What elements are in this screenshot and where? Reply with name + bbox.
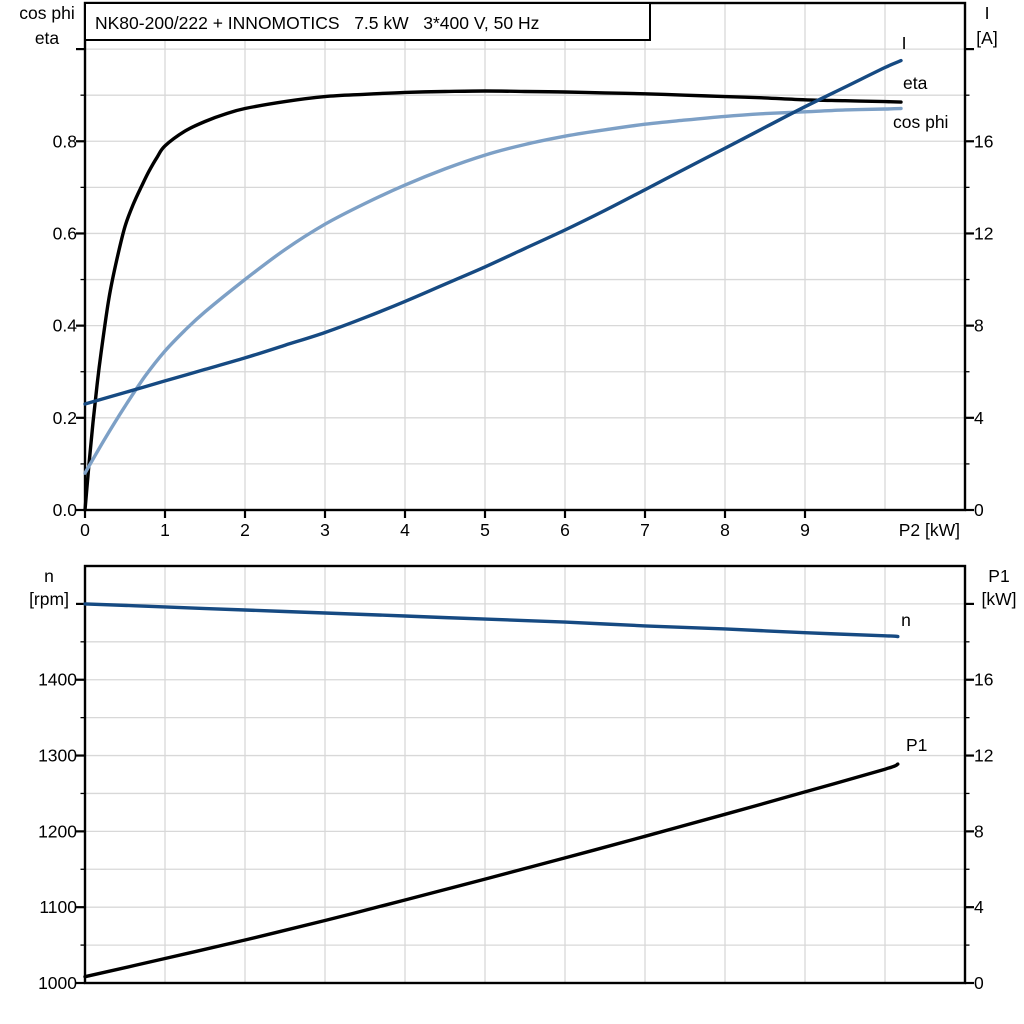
curve-label-I: I xyxy=(902,33,907,53)
cos-phi-curve xyxy=(83,106,903,475)
left-tick-label: 0.8 xyxy=(53,131,77,151)
right-tick-label: 0 xyxy=(974,500,984,520)
left-axis-heading: eta xyxy=(35,28,60,48)
right-axis-heading: [A] xyxy=(976,28,997,48)
left-tick-label: 1100 xyxy=(39,897,77,917)
right-axis-heading: P1 xyxy=(988,566,1009,586)
x-tick-label: 7 xyxy=(640,520,650,540)
left-tick-label: 0.2 xyxy=(53,408,77,428)
I-curve xyxy=(83,58,903,406)
x-axis-label: P2 [kW] xyxy=(899,520,960,540)
right-tick-label: 16 xyxy=(974,131,993,151)
x-tick-label: 5 xyxy=(480,520,490,540)
x-tick-label: 6 xyxy=(560,520,570,540)
right-axis-heading: [kW] xyxy=(982,589,1017,609)
right-tick-label: 8 xyxy=(974,821,984,841)
x-tick-label: 2 xyxy=(240,520,250,540)
left-tick-label: 1000 xyxy=(38,973,77,993)
right-tick-label: 12 xyxy=(974,223,993,243)
curve-label-cos-phi: cos phi xyxy=(893,112,948,132)
curve-label-n: n xyxy=(901,610,911,630)
x-tick-label: 8 xyxy=(720,520,730,540)
chart-title: NK80-200/222 + INNOMOTICS 7.5 kW 3*400 V… xyxy=(95,13,539,33)
plot-frame xyxy=(83,564,967,985)
right-tick-label: 4 xyxy=(974,408,984,428)
left-tick-label: 0.4 xyxy=(53,316,78,336)
x-tick-label: 9 xyxy=(800,520,810,540)
x-tick-label: 3 xyxy=(320,520,330,540)
chart-title-box xyxy=(84,2,651,41)
curve-label-P1: P1 xyxy=(906,735,927,755)
left-axis-heading: cos phi xyxy=(19,3,74,23)
left-tick-label: 1400 xyxy=(38,670,77,690)
right-tick-label: 16 xyxy=(974,670,993,690)
right-axis-heading: I xyxy=(985,3,990,23)
left-axis-heading: n xyxy=(44,566,54,586)
x-tick-label: 0 xyxy=(80,520,90,540)
plot-frame xyxy=(83,1,967,512)
eta-curve xyxy=(83,89,903,512)
right-tick-label: 12 xyxy=(974,746,993,766)
x-tick-label: 4 xyxy=(400,520,410,540)
left-tick-label: 1300 xyxy=(38,746,77,766)
P1-curve xyxy=(83,762,900,979)
n-curve xyxy=(83,602,900,639)
left-tick-label: 0.0 xyxy=(53,500,78,520)
left-tick-label: 0.6 xyxy=(53,223,77,243)
left-axis-heading: [rpm] xyxy=(29,589,69,609)
right-tick-label: 8 xyxy=(974,316,984,336)
left-tick-label: 1200 xyxy=(38,821,77,841)
curve-label-eta: eta xyxy=(903,73,928,93)
right-tick-label: 4 xyxy=(974,897,984,917)
right-tick-label: 0 xyxy=(974,973,984,993)
x-tick-label: 1 xyxy=(160,520,170,540)
